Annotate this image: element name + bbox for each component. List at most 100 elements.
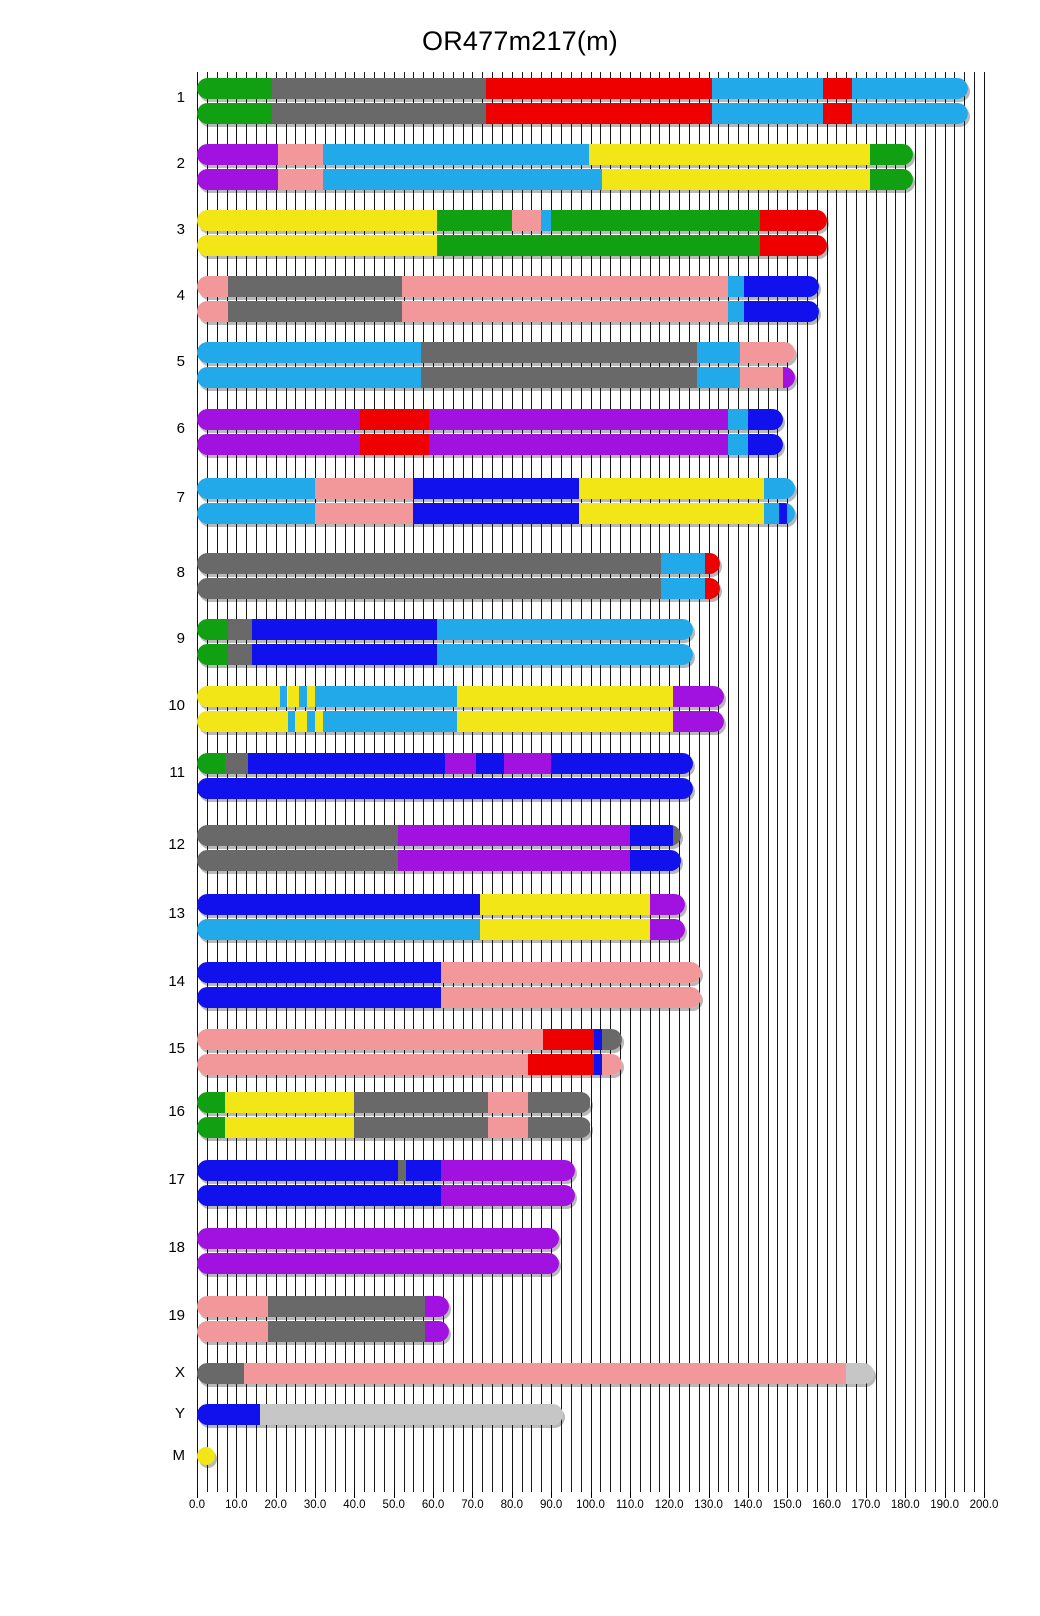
segment-purple <box>197 1228 560 1249</box>
axis-tick <box>669 1492 671 1498</box>
chromosome-label-6: 6 <box>176 420 185 437</box>
chromosome-label-4: 4 <box>176 287 185 304</box>
segment-pink <box>244 1363 847 1384</box>
axis-tick-label: 40.0 <box>343 1499 366 1511</box>
chromosome-label-16: 16 <box>168 1103 185 1120</box>
segment-gray <box>197 1363 245 1384</box>
axis-tick-label: 110.0 <box>615 1499 644 1511</box>
segment-yellow <box>480 919 650 940</box>
segment-red <box>543 1029 595 1050</box>
segment-gray <box>354 1092 489 1113</box>
segment-yellow <box>295 711 308 732</box>
chromosome-label-M: M <box>172 1447 186 1464</box>
axis-tick <box>747 1492 749 1498</box>
gridline <box>895 72 897 1492</box>
chromosome-bar-10-hap1 <box>197 686 725 707</box>
segment-gray <box>271 78 487 99</box>
segment-lightblue <box>315 686 457 707</box>
axis-tick <box>197 1492 198 1498</box>
segment-pink <box>440 962 701 983</box>
segment-purple <box>425 1296 449 1317</box>
segment-blue <box>248 753 445 774</box>
segment-red <box>527 1054 595 1075</box>
segment-blue <box>629 850 681 871</box>
segment-blue <box>197 778 693 799</box>
segment-red <box>704 553 721 574</box>
segment-blue <box>551 753 693 774</box>
segment-lightblue <box>322 711 457 732</box>
segment-lightblue <box>437 644 693 665</box>
segment-gray <box>228 276 402 297</box>
segment-purple <box>440 1185 575 1206</box>
gridline <box>836 72 838 1492</box>
chromosome-label-19: 19 <box>168 1307 185 1324</box>
axis-tick <box>354 1492 356 1498</box>
chart-title: OR477m217(m) <box>422 26 618 56</box>
segment-green <box>197 619 229 640</box>
segment-purple <box>673 711 725 732</box>
gridline <box>954 72 956 1492</box>
gridline <box>885 72 887 1492</box>
axis-tick-label: 80.0 <box>500 1499 523 1511</box>
segment-yellow <box>197 235 438 256</box>
chromosome-bar-8-hap2 <box>197 578 721 599</box>
segment-gray <box>673 825 681 846</box>
segment-lightblue <box>322 144 589 165</box>
gridline <box>787 72 789 1492</box>
segment-lightblue <box>197 367 422 388</box>
chromosome-bar-18-hap2 <box>197 1253 560 1274</box>
segment-purple <box>783 367 796 388</box>
chromosome-bar-2-hap2 <box>197 169 914 190</box>
segment-green <box>197 103 272 124</box>
axis-tick-label: 30.0 <box>303 1499 327 1511</box>
chromosome-bar-13-hap1 <box>197 894 685 915</box>
axis-tick-label: 100.0 <box>576 1499 605 1511</box>
chromosome-label-1: 1 <box>176 89 185 106</box>
chromosome-bar-Y-hap1 <box>197 1404 563 1425</box>
gridline <box>846 72 848 1492</box>
segment-yellow <box>578 478 764 499</box>
segment-pink <box>488 1117 528 1138</box>
gridline <box>974 72 976 1492</box>
x-axis: 0.0 10.0 20.0 30.0 40.0 50.0 60.0 70.0 80.0 90.0 1… <box>189 1492 998 1532</box>
gridline <box>718 72 720 1492</box>
segment-lightblue <box>728 301 744 322</box>
segment-lightblue <box>696 342 741 363</box>
axis-tick-label: 120.0 <box>654 1499 684 1511</box>
segment-purple <box>197 144 278 165</box>
segment-purple <box>673 686 725 707</box>
segment-gray <box>267 1296 426 1317</box>
chromosome-bar-4-hap1 <box>197 276 819 297</box>
segment-gray <box>271 103 487 124</box>
chromosome-bar-7-hap2 <box>197 503 796 524</box>
segment-red <box>486 103 713 124</box>
axis-tick-label: 60.0 <box>421 1499 445 1511</box>
segment-lightblue <box>728 409 748 430</box>
segment-pink <box>511 210 542 231</box>
chromosome-label-X: X <box>174 1364 185 1381</box>
segment-purple <box>425 1321 449 1342</box>
segment-yellow <box>197 686 280 707</box>
axis-tick <box>787 1492 789 1498</box>
segment-blue <box>252 644 438 665</box>
segment-lightblue <box>322 169 603 190</box>
chromosome-bar-19-hap1 <box>197 1296 449 1317</box>
segment-yellow <box>224 1117 355 1138</box>
chromosome-bar-11-hap2 <box>197 778 693 799</box>
segment-pink <box>602 1054 622 1075</box>
gridline <box>924 72 926 1492</box>
segment-red <box>759 235 827 256</box>
segment-gray <box>602 1029 622 1050</box>
chromosome-bar-17-hap1 <box>197 1160 575 1181</box>
axis-tick-label: 150.0 <box>772 1499 802 1511</box>
segment-green <box>197 753 225 774</box>
segment-pink <box>197 276 229 297</box>
gridline <box>984 72 985 1492</box>
segment-purple <box>503 753 552 774</box>
chromosome-label-8: 8 <box>176 564 185 581</box>
chromosome-bar-6-hap2 <box>197 434 784 455</box>
chromosome-bar-15-hap2 <box>197 1054 622 1075</box>
segment-green <box>437 210 512 231</box>
segment-green <box>197 1117 225 1138</box>
gridline <box>944 72 946 1492</box>
